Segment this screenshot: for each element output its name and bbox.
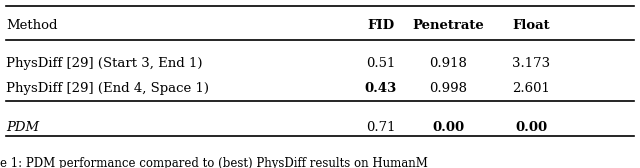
Text: 0.71: 0.71 [366, 121, 396, 134]
Text: 2.601: 2.601 [512, 82, 550, 95]
Text: Float: Float [513, 19, 550, 32]
Text: 0.00: 0.00 [432, 121, 464, 134]
Text: 0.51: 0.51 [366, 57, 396, 70]
Text: 0.00: 0.00 [515, 121, 547, 134]
Text: 3.173: 3.173 [512, 57, 550, 70]
Text: Method: Method [6, 19, 58, 32]
Text: 0.918: 0.918 [429, 57, 467, 70]
Text: PhysDiff [29] (End 4, Space 1): PhysDiff [29] (End 4, Space 1) [6, 82, 209, 95]
Text: PhysDiff [29] (Start 3, End 1): PhysDiff [29] (Start 3, End 1) [6, 57, 203, 70]
Text: e 1: PDM performance compared to (best) PhysDiff results on HumanM: e 1: PDM performance compared to (best) … [0, 157, 428, 168]
Text: 0.43: 0.43 [365, 82, 397, 95]
Text: 0.998: 0.998 [429, 82, 467, 95]
Text: PDM: PDM [6, 121, 40, 134]
Text: FID: FID [367, 19, 394, 32]
Text: Penetrate: Penetrate [412, 19, 484, 32]
